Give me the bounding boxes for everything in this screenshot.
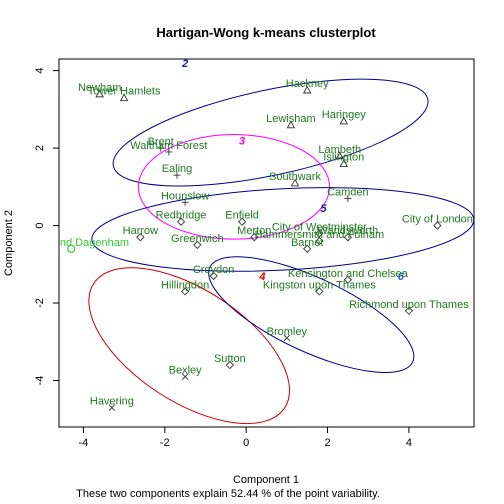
x-tick-label: -2 <box>160 437 170 449</box>
cluster-label-3: 3 <box>239 135 245 147</box>
cluster-ellipses <box>88 78 474 425</box>
point-kensington-and-chelsea-marker <box>343 275 353 284</box>
point-barking-and-dagenham-marker <box>67 244 76 253</box>
point-lambeth-marker <box>335 151 344 160</box>
point-islington-label: Islington <box>323 152 364 164</box>
x-tick-label: 0 <box>243 437 249 449</box>
point-city-of-london-label: City of London <box>402 214 473 226</box>
point-wandsworth-marker <box>343 233 353 242</box>
point-croydon-label: Croydon <box>193 264 235 276</box>
point-southwark-marker <box>290 178 300 187</box>
point-lambeth-label: Lambeth <box>318 144 361 156</box>
point-brent-label: Brent <box>148 136 174 148</box>
point-wandsworth-label: Wandsworth <box>318 225 379 237</box>
y-tick-label: 4 <box>34 68 46 74</box>
cluster-label-5: 5 <box>320 203 327 215</box>
point-greenwich-label: Greenwich <box>171 233 224 245</box>
point-bromley-marker <box>283 334 291 342</box>
point-merton-label: Merton <box>237 225 271 237</box>
cluster-ellipse-3 <box>137 134 331 240</box>
point-richmond-upon-thames-marker <box>404 306 414 315</box>
point-ealing-marker <box>173 171 181 179</box>
point-barnet-marker <box>303 244 312 253</box>
point-redbridge-label: Redbridge <box>156 210 207 222</box>
point-kensington-and-chelsea-label: Kensington and Chelsea <box>288 268 409 280</box>
point-newham-label: Newham <box>78 82 121 94</box>
point-barking-and-dagenham-label: Barking and Dagenham <box>13 237 129 249</box>
point-kingston-upon-thames-marker <box>315 287 324 296</box>
cluster-label-4: 4 <box>258 271 265 283</box>
point-islington-marker <box>339 159 349 168</box>
point-harrow-label: Harrow <box>123 225 159 237</box>
point-redbridge-marker <box>176 217 186 226</box>
point-hackney-marker <box>302 85 312 94</box>
point-richmond-upon-thames-label: Richmond upon Thames <box>349 299 469 311</box>
point-bexley-label: Bexley <box>169 365 203 377</box>
y-tick-label: -2 <box>34 298 46 308</box>
point-waltham-forest-label: Waltham Forest <box>130 140 207 152</box>
point-bromley-label: Bromley <box>267 326 308 338</box>
cluster-label-6: 6 <box>398 271 405 283</box>
point-city-of-westminster-marker <box>315 229 324 238</box>
point-haringey-label: Haringey <box>322 109 367 121</box>
point-brent-marker <box>157 144 165 152</box>
y-tick-label: -4 <box>34 376 46 386</box>
point-camden-label: Camden <box>327 186 369 198</box>
point-merton-marker <box>250 233 259 242</box>
x-axis-label: Component 1 <box>233 474 299 486</box>
point-hackney-label: Hackney <box>286 78 329 90</box>
x-axis: -4 -2 0 2 4 <box>79 427 412 449</box>
x-tick-label: -4 <box>79 437 89 449</box>
point-waltham-forest-marker <box>165 148 173 156</box>
point-havering-label: Havering <box>90 396 134 408</box>
point-enfield-marker <box>237 217 247 226</box>
point-tower-hamlets-marker <box>119 93 129 102</box>
point-lewisham-label: Lewisham <box>266 113 316 125</box>
point-ealing-label: Ealing <box>162 163 193 175</box>
point-hounslow-label: Hounslow <box>161 190 209 202</box>
cluster-ellipse-6 <box>208 256 415 374</box>
point-city-of-westminster-label: City of Westminster <box>272 221 367 233</box>
y-tick-label: 2 <box>34 145 46 151</box>
point-hammersmith-and-fulham-marker <box>315 236 324 246</box>
cluster-ellipse-4 <box>88 267 291 425</box>
point-hillingdon-label: Hillingdon <box>161 279 209 291</box>
point-hammersmith-and-fulham-label: Hammersmith and Fulham <box>255 229 385 241</box>
y-axis: -4 -2 0 2 4 <box>34 68 59 386</box>
point-kingston-upon-thames-label: Kingston upon Thames <box>263 279 376 291</box>
cluster-ellipse-5 <box>91 187 474 272</box>
point-city-of-london-marker <box>433 221 442 230</box>
point-havering-marker <box>108 404 116 411</box>
point-sutton-label: Sutton <box>214 353 246 365</box>
point-sutton-marker <box>225 360 235 370</box>
chart-title: Hartigan-Wong k-means clusterplot <box>156 25 376 40</box>
cluster-ellipse-2 <box>112 78 429 187</box>
point-southwark-label: Southwark <box>269 171 321 183</box>
cluster-labels: 2 3 5 4 6 <box>181 58 405 283</box>
point-barnet-label: Barnet <box>291 237 323 249</box>
point-hounslow-marker <box>181 198 189 206</box>
point-hillingdon-marker <box>180 287 190 296</box>
point-newham-marker <box>95 89 104 98</box>
plot-frame <box>58 58 475 428</box>
data-points <box>67 85 442 411</box>
point-haringey-marker <box>339 116 349 125</box>
point-camden-marker <box>344 194 352 202</box>
x-tick-label: 2 <box>324 437 330 449</box>
variability-note: These two components explain 52.44 % of … <box>76 488 380 500</box>
x-tick-label: 4 <box>406 437 412 449</box>
point-enfield-label: Enfield <box>225 210 259 222</box>
y-axis-label: Component 2 <box>3 210 15 276</box>
point-greenwich-marker <box>193 240 202 250</box>
point-bexley-marker <box>181 373 189 380</box>
point-lewisham-marker <box>286 120 296 129</box>
cluster-label-2: 2 <box>181 58 188 70</box>
point-harrow-marker <box>136 233 145 242</box>
y-tick-label: 0 <box>34 223 46 229</box>
point-croydon-marker <box>209 271 218 281</box>
point-tower-hamlets-label: Tower Hamlets <box>88 86 161 98</box>
